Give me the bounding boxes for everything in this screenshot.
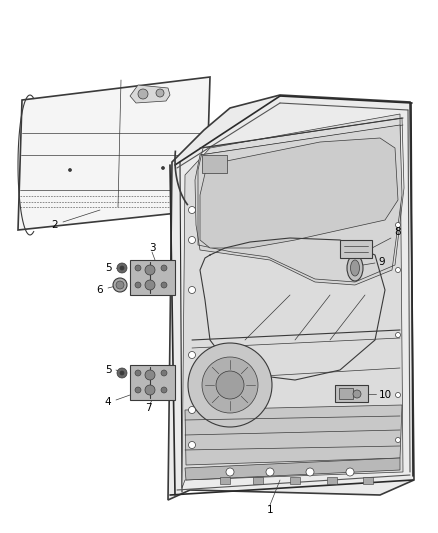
Circle shape xyxy=(188,206,195,214)
Bar xyxy=(253,477,263,484)
Bar xyxy=(220,477,230,484)
Circle shape xyxy=(202,357,258,413)
Circle shape xyxy=(396,268,400,272)
Text: 6: 6 xyxy=(97,285,103,295)
Circle shape xyxy=(266,468,274,476)
Circle shape xyxy=(226,468,234,476)
Circle shape xyxy=(161,265,167,271)
Circle shape xyxy=(138,89,148,99)
Circle shape xyxy=(188,351,195,359)
Circle shape xyxy=(346,468,354,476)
Polygon shape xyxy=(130,85,170,103)
Polygon shape xyxy=(195,125,402,285)
Circle shape xyxy=(396,333,400,337)
Circle shape xyxy=(145,265,155,275)
Circle shape xyxy=(145,385,155,395)
Polygon shape xyxy=(185,405,402,465)
Polygon shape xyxy=(340,240,372,258)
Text: 3: 3 xyxy=(148,243,155,253)
Text: 5: 5 xyxy=(105,263,111,273)
Circle shape xyxy=(396,392,400,398)
Text: 2: 2 xyxy=(52,220,58,230)
Circle shape xyxy=(120,266,124,270)
Polygon shape xyxy=(185,458,400,480)
Text: 5: 5 xyxy=(105,365,111,375)
Circle shape xyxy=(120,371,124,375)
Polygon shape xyxy=(200,138,398,248)
Circle shape xyxy=(188,287,195,294)
Circle shape xyxy=(216,371,244,399)
Circle shape xyxy=(396,222,400,228)
Circle shape xyxy=(353,390,361,398)
Circle shape xyxy=(156,89,164,97)
Circle shape xyxy=(145,370,155,380)
Circle shape xyxy=(161,282,167,288)
Circle shape xyxy=(161,370,167,376)
Polygon shape xyxy=(168,95,414,500)
Circle shape xyxy=(116,281,124,289)
Text: 10: 10 xyxy=(378,390,392,400)
Polygon shape xyxy=(182,114,403,488)
Circle shape xyxy=(162,166,165,169)
Bar xyxy=(290,477,300,484)
Circle shape xyxy=(188,237,195,244)
Polygon shape xyxy=(130,260,175,295)
Circle shape xyxy=(396,438,400,442)
Bar xyxy=(327,477,337,484)
Circle shape xyxy=(188,407,195,414)
Circle shape xyxy=(188,343,272,427)
Circle shape xyxy=(135,370,141,376)
Ellipse shape xyxy=(350,260,360,276)
Circle shape xyxy=(135,387,141,393)
Bar xyxy=(202,155,227,173)
Polygon shape xyxy=(18,77,210,230)
Circle shape xyxy=(161,387,167,393)
Circle shape xyxy=(117,263,127,273)
Polygon shape xyxy=(130,365,175,400)
Circle shape xyxy=(135,282,141,288)
Circle shape xyxy=(113,278,127,292)
Circle shape xyxy=(145,280,155,290)
Text: 1: 1 xyxy=(267,505,273,515)
Text: 4: 4 xyxy=(105,397,111,407)
Text: 8: 8 xyxy=(395,227,401,237)
Bar xyxy=(339,388,353,399)
Text: 7: 7 xyxy=(145,403,151,413)
Circle shape xyxy=(188,441,195,448)
Circle shape xyxy=(117,368,127,378)
Bar xyxy=(363,477,373,484)
Polygon shape xyxy=(335,385,368,402)
Circle shape xyxy=(68,168,71,172)
Text: 9: 9 xyxy=(379,257,385,267)
Circle shape xyxy=(306,468,314,476)
Circle shape xyxy=(135,265,141,271)
Ellipse shape xyxy=(347,255,363,281)
